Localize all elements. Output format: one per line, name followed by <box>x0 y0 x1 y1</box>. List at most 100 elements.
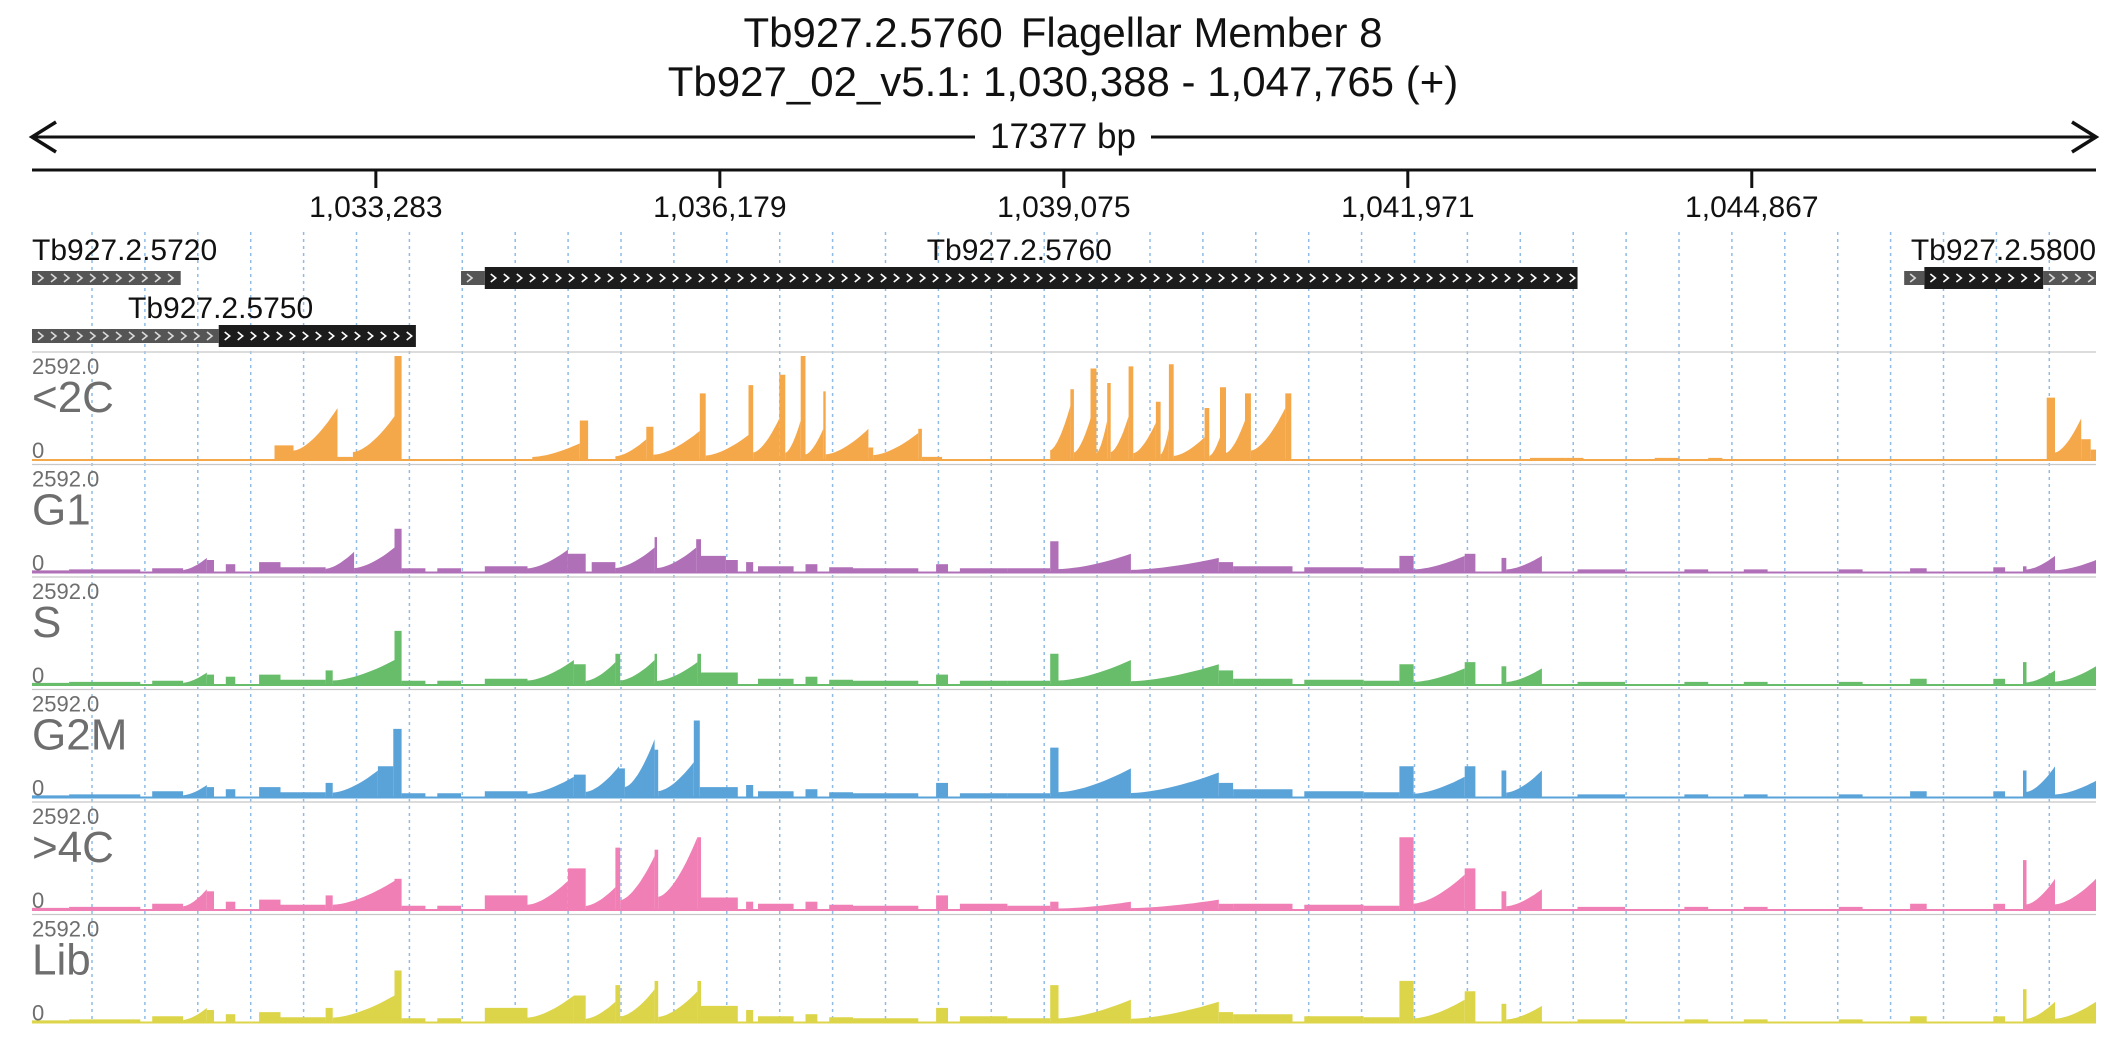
coverage-area <box>753 418 780 460</box>
coverage-area <box>873 433 919 460</box>
strand-arrow-icon <box>50 331 58 341</box>
coverage-area <box>1130 664 1219 685</box>
coverage-area <box>206 674 214 685</box>
coverage-area <box>1743 906 1768 910</box>
coverage-area <box>225 901 236 910</box>
coverage-area <box>868 447 874 460</box>
coverage-area <box>936 895 948 910</box>
coverage-area <box>293 408 338 460</box>
figure-title: Tb927.2.5760 Flagellar Member 8 Tb927_02_… <box>668 9 1458 105</box>
coverage-area <box>1684 794 1709 798</box>
strand-arrow-icon <box>672 273 680 283</box>
coverage-area <box>658 991 698 1023</box>
strand-arrow-icon <box>1088 273 1096 283</box>
strand-arrow-icon <box>1556 273 1564 283</box>
strand-arrow-icon <box>1994 273 2002 283</box>
coverage-area <box>653 430 700 460</box>
strand-arrow-icon <box>1231 273 1239 283</box>
coverage-area <box>785 420 801 460</box>
coverage-area <box>394 970 402 1023</box>
coverage-area <box>1050 541 1059 573</box>
coverage-area <box>183 1007 207 1023</box>
coverage-area <box>1577 794 1625 798</box>
gene-model[interactable]: Tb927.2.5720 <box>32 234 217 285</box>
gene-label: Tb927.2.5800 <box>1911 234 2096 267</box>
coverage-area <box>805 789 818 798</box>
gene-model[interactable]: Tb927.2.5760 <box>461 234 1578 289</box>
strand-arrow-icon <box>141 331 149 341</box>
span-indicator: 17377 bp <box>28 116 2100 156</box>
strand-arrow-icon <box>115 273 123 283</box>
coverage-area <box>1107 383 1111 460</box>
strand-arrow-icon <box>997 273 1005 283</box>
coverage-area <box>1218 782 1234 798</box>
coverage-area <box>615 847 621 910</box>
gene-model[interactable]: Tb927.2.5800 <box>1904 234 2096 289</box>
track-name-label: >4C <box>32 823 114 872</box>
coverage-area <box>805 676 818 685</box>
track-max-label: 2592.0 <box>32 579 99 604</box>
strand-arrow-icon <box>919 273 927 283</box>
coverage-area <box>332 880 395 910</box>
strand-arrow-icon <box>633 273 641 283</box>
coverage-area <box>1910 903 1927 910</box>
coverage-area <box>354 547 395 573</box>
gene-label: Tb927.2.5720 <box>32 234 217 267</box>
strand-arrow-icon <box>2074 273 2082 283</box>
coverage-area <box>259 1012 281 1023</box>
span-arrow-right-icon <box>2071 120 2100 154</box>
strand-arrow-icon <box>880 273 888 283</box>
strand-arrow-icon <box>2061 273 2069 283</box>
coverage-area <box>401 905 426 910</box>
coverage-area <box>1413 555 1465 573</box>
strand-arrow-icon <box>958 273 966 283</box>
strand-arrow-icon <box>1309 273 1317 283</box>
coverage-area <box>936 782 948 798</box>
coverage-area <box>484 566 528 573</box>
coverage-area <box>725 560 738 573</box>
track-min-label: 0 <box>32 888 44 913</box>
ruler-tick-label: 1,039,075 <box>997 191 1130 224</box>
coverage-area <box>697 837 701 910</box>
coverage-area <box>225 676 236 685</box>
strand-arrow-icon <box>1335 273 1343 283</box>
strand-arrow-icon <box>1049 273 1057 283</box>
coverage-area <box>585 766 619 798</box>
coverage-area <box>1233 789 1293 798</box>
coverage-area <box>1226 420 1245 460</box>
coverage-area <box>1910 791 1927 798</box>
strand-arrow-icon <box>1569 273 1577 283</box>
location-title: Tb927_02_v5.1: 1,030,388 - 1,047,765 (+) <box>668 58 1458 105</box>
coverage-area <box>1304 1016 1364 1023</box>
gene-model[interactable]: Tb927.2.5750 <box>32 292 416 347</box>
coverage-area <box>259 674 281 685</box>
strand-arrow-icon <box>971 273 979 283</box>
strand-arrow-icon <box>594 273 602 283</box>
coverage-area <box>959 793 1008 798</box>
coverage-track: 2592.0S 0 <box>32 576 2096 688</box>
coverage-area <box>1910 1016 1927 1023</box>
coverage-area <box>1220 387 1226 460</box>
track-min-label: 0 <box>32 663 44 688</box>
strand-arrow-icon <box>37 273 45 283</box>
coverage-area <box>1363 905 1400 910</box>
strand-arrow-icon <box>37 331 45 341</box>
strand-arrow-icon <box>367 331 374 341</box>
coverage-area <box>567 553 586 573</box>
coverage-area <box>206 891 214 910</box>
coverage-area <box>1743 681 1768 685</box>
strand-arrow-icon <box>1166 273 1174 283</box>
coverage-area <box>2055 418 2082 460</box>
strand-arrow-icon <box>490 273 498 283</box>
coverage-area <box>274 445 294 460</box>
strand-arrow-icon <box>568 273 576 283</box>
coverage-area <box>701 672 738 685</box>
coverage-area <box>758 903 794 910</box>
strand-arrow-icon <box>503 273 511 283</box>
strand-arrow-icon <box>1179 273 1187 283</box>
strand-arrow-icon <box>276 331 283 341</box>
gene-label: Tb927.2.5750 <box>128 292 313 325</box>
coverage-area <box>746 901 754 910</box>
